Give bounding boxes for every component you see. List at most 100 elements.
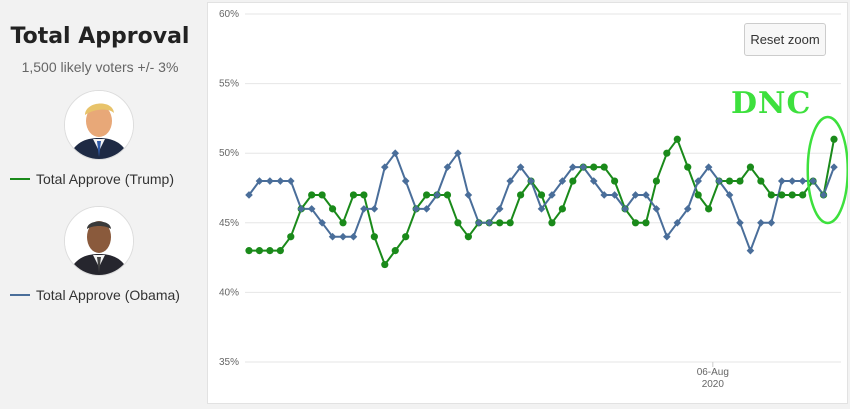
data-point-obama	[746, 246, 755, 255]
data-point-trump	[611, 177, 619, 185]
data-point-obama	[286, 177, 295, 185]
data-point-obama	[349, 232, 358, 241]
data-point-obama	[736, 219, 744, 227]
chart-panel	[207, 2, 848, 404]
chart-title: Total Approval	[10, 24, 190, 49]
data-point-trump	[328, 205, 337, 213]
data-point-trump	[694, 191, 702, 199]
data-point-obama	[422, 205, 431, 213]
y-tick-label: 50%	[219, 148, 239, 159]
data-point-trump	[443, 191, 452, 199]
data-point-trump	[266, 247, 274, 255]
data-point-obama	[276, 177, 285, 185]
data-point-obama	[819, 191, 828, 199]
data-point-obama	[694, 177, 702, 185]
data-point-obama	[569, 163, 577, 171]
series-line-obama	[248, 152, 835, 252]
data-point-trump	[422, 191, 431, 199]
data-point-trump	[746, 163, 755, 171]
data-point-obama	[318, 219, 326, 227]
data-point-trump	[631, 219, 640, 227]
data-point-trump	[506, 219, 514, 227]
data-point-obama	[454, 149, 462, 157]
data-point-obama	[412, 205, 420, 213]
dnc-annotation-label: DNC	[731, 86, 812, 121]
data-point-trump	[799, 191, 807, 199]
y-tick-label: 55%	[219, 79, 239, 90]
data-point-trump	[496, 219, 504, 227]
data-point-obama	[788, 177, 797, 185]
legend-item-obama[interactable]: Total Approve (Obama)	[10, 287, 180, 303]
data-point-obama	[777, 177, 786, 185]
data-point-trump	[725, 177, 734, 185]
data-point-trump	[757, 177, 765, 185]
data-point-obama	[548, 191, 556, 199]
legend-line-trump	[10, 178, 30, 180]
x-tick-label: 06-Aug	[697, 367, 729, 378]
data-point-obama	[830, 163, 838, 171]
data-point-obama	[401, 177, 410, 185]
y-tick-label: 45%	[219, 218, 239, 229]
data-point-obama	[506, 177, 514, 185]
data-point-trump	[590, 163, 598, 171]
series-line-trump	[249, 138, 835, 266]
trump-portrait-icon	[64, 90, 134, 160]
legend-label-trump: Total Approve (Trump)	[36, 171, 174, 187]
data-point-trump	[287, 233, 295, 241]
data-point-obama	[495, 205, 504, 213]
data-point-obama	[527, 177, 535, 185]
x-tick-label-year: 2020	[702, 379, 725, 390]
data-point-obama	[339, 232, 347, 241]
legend-label-obama: Total Approve (Obama)	[36, 287, 180, 303]
data-point-obama	[631, 191, 640, 199]
data-point-trump	[830, 135, 838, 143]
y-tick-label: 35%	[219, 357, 239, 368]
data-point-obama	[516, 163, 525, 171]
data-point-trump	[778, 191, 786, 199]
data-point-trump	[684, 163, 692, 171]
reset-zoom-button[interactable]: Reset zoom	[744, 23, 826, 56]
data-point-trump	[642, 219, 650, 227]
data-point-trump	[600, 163, 608, 171]
data-point-obama	[798, 177, 807, 185]
data-point-obama	[391, 149, 400, 157]
data-point-trump	[339, 219, 347, 227]
gridlines	[245, 13, 841, 363]
data-point-obama	[642, 191, 650, 199]
data-point-obama	[360, 205, 368, 213]
data-point-trump	[736, 177, 744, 185]
data-point-trump	[558, 205, 566, 213]
legend-line-obama	[10, 294, 30, 296]
data-point-trump	[454, 219, 462, 227]
data-point-trump	[652, 177, 661, 185]
legend-item-trump[interactable]: Total Approve (Trump)	[10, 171, 174, 187]
data-point-trump	[255, 247, 264, 255]
data-point-trump	[349, 191, 358, 199]
data-point-obama	[663, 232, 671, 241]
dnc-highlight-ellipse	[806, 115, 848, 225]
data-point-trump	[370, 233, 378, 241]
data-point-obama	[809, 177, 817, 185]
data-point-obama	[673, 219, 682, 227]
data-point-trump	[663, 149, 671, 157]
data-point-obama	[600, 191, 608, 199]
data-point-trump	[548, 219, 556, 227]
data-point-obama	[443, 163, 452, 171]
data-point-trump	[464, 233, 472, 241]
data-point-obama	[579, 163, 588, 171]
data-point-trump	[517, 191, 525, 199]
data-point-trump	[767, 191, 775, 199]
data-point-trump	[318, 191, 326, 199]
data-point-trump	[569, 177, 577, 185]
data-point-obama	[485, 219, 494, 227]
y-tick-label: 60%	[219, 9, 239, 20]
chart-subtitle: 1,500 likely voters +/- 3%	[21, 59, 179, 75]
data-point-obama	[245, 191, 253, 199]
data-point-trump	[402, 233, 410, 241]
data-point-obama	[621, 205, 629, 213]
data-point-obama	[433, 191, 441, 199]
y-tick-label: 40%	[219, 287, 239, 298]
data-point-obama	[381, 163, 389, 171]
data-point-obama	[589, 177, 598, 185]
